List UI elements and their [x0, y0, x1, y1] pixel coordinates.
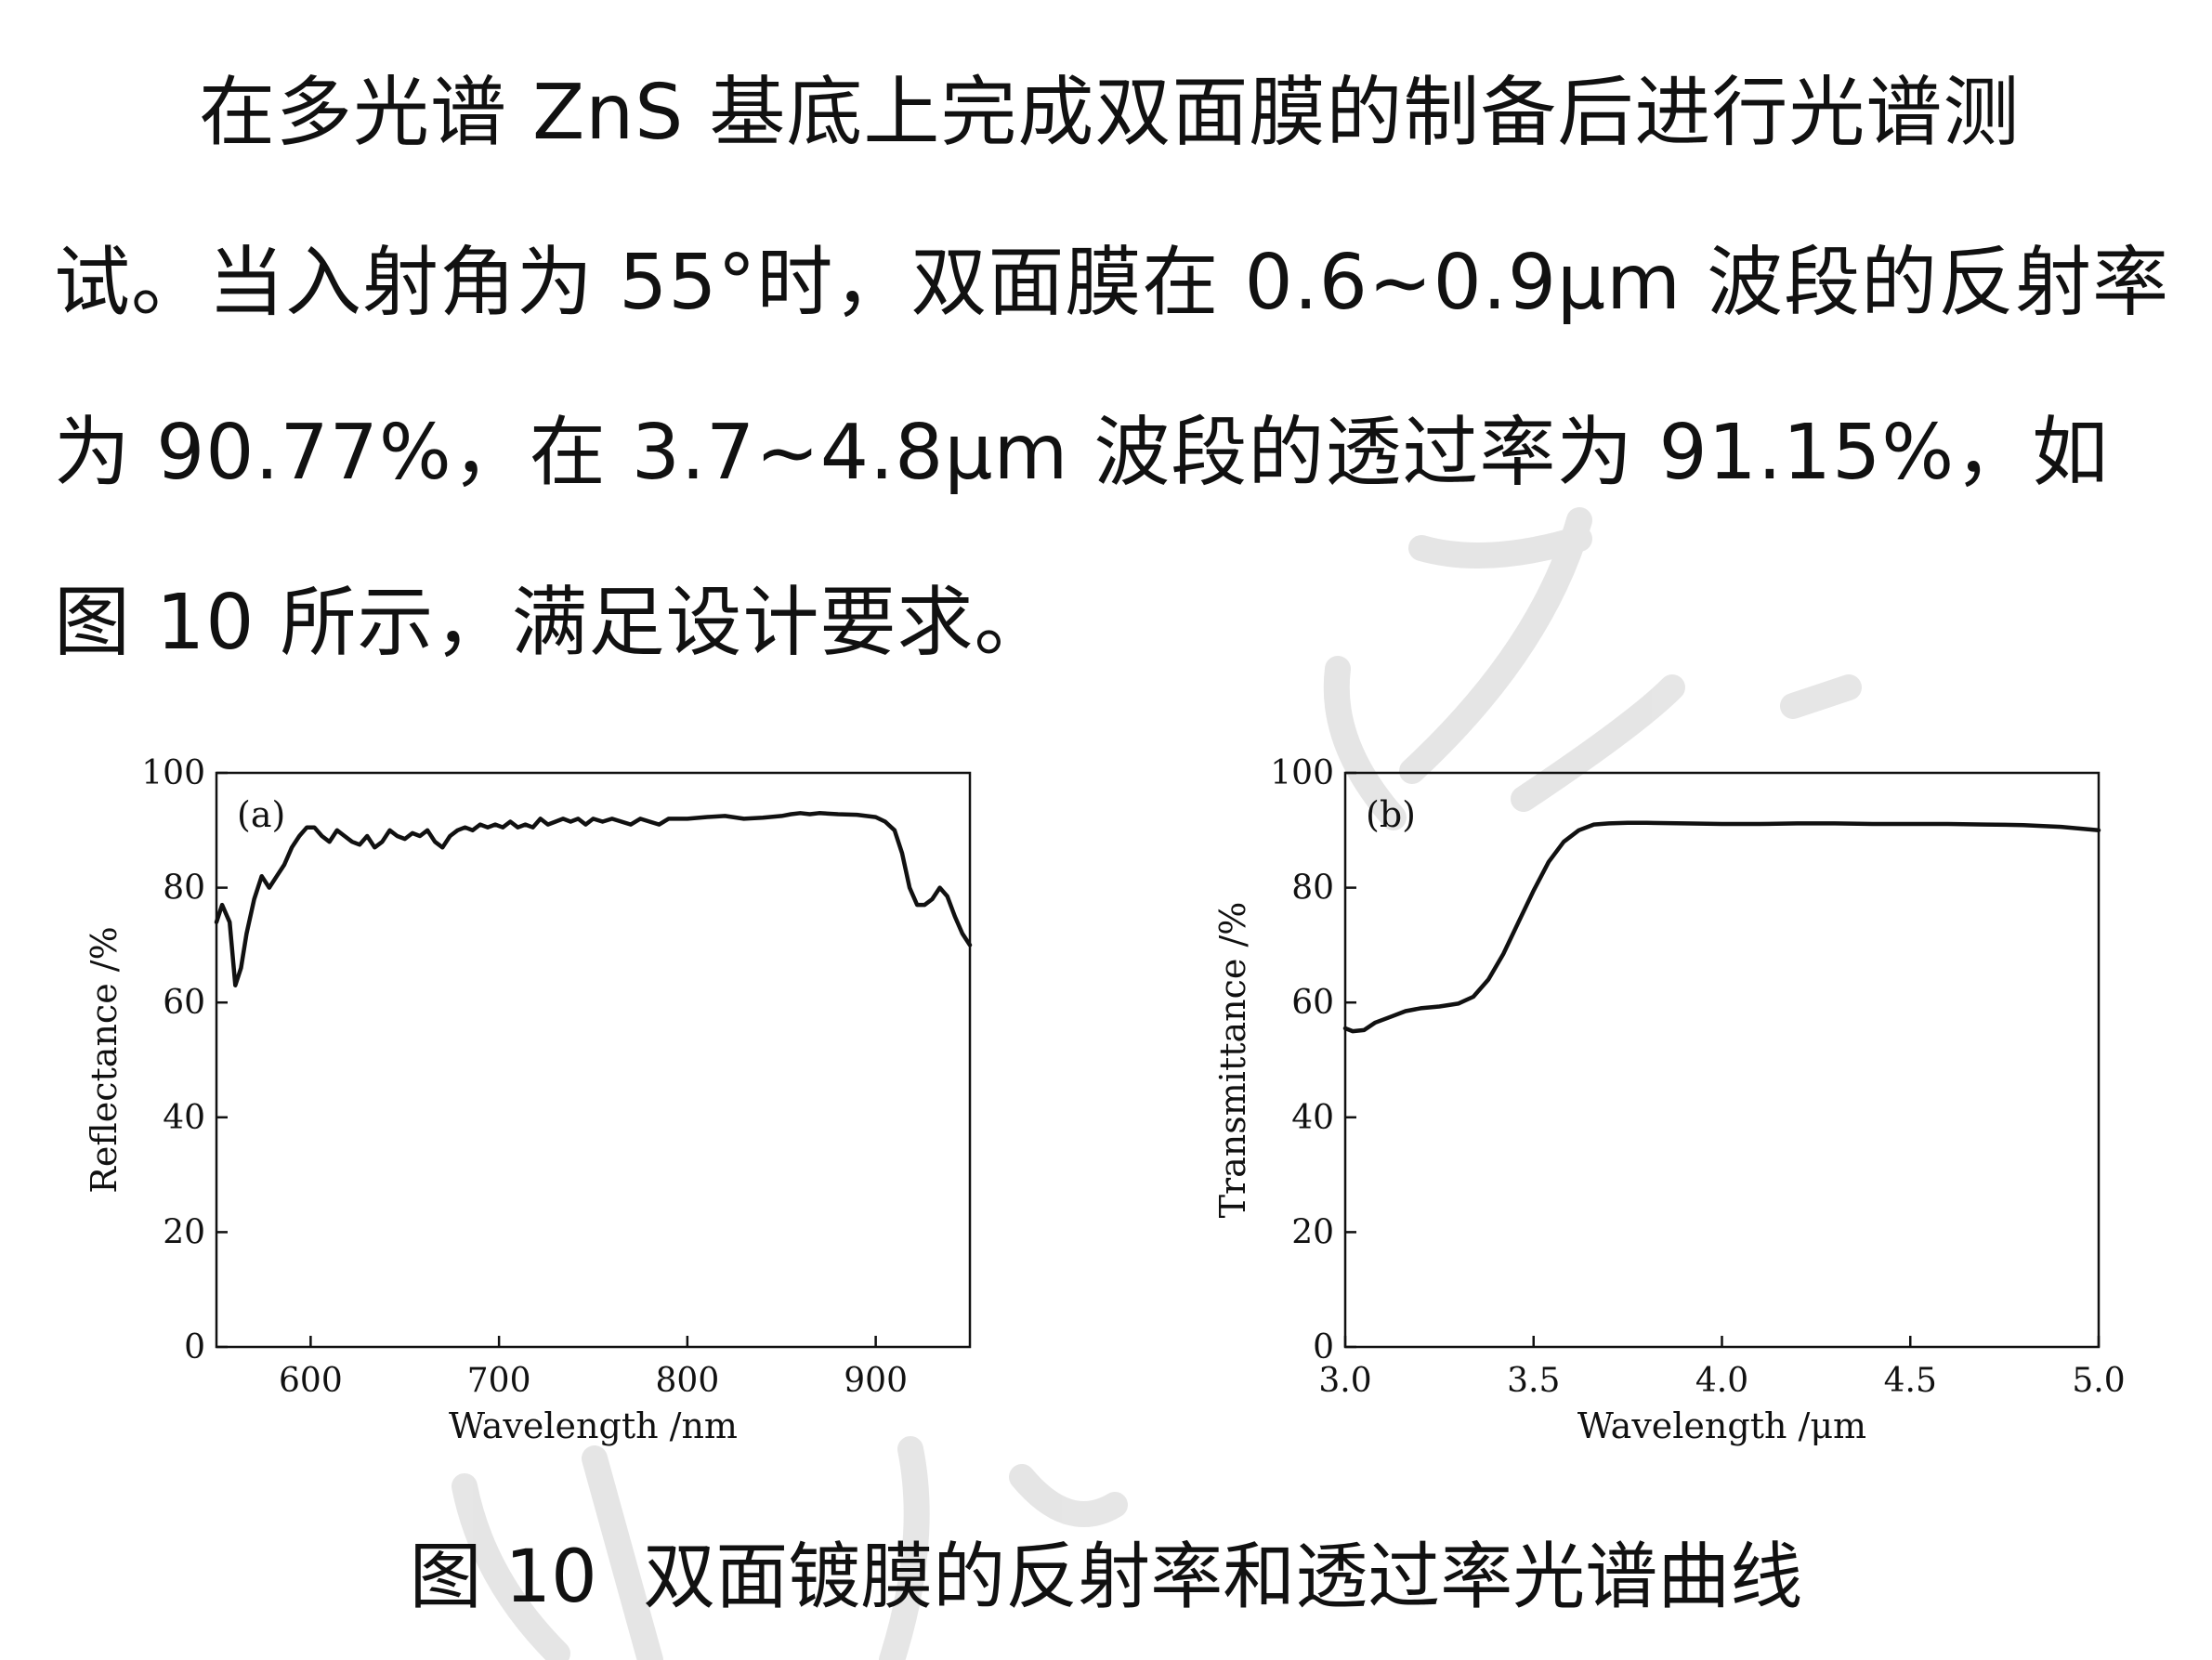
transmittance-chart: 0 20 40 60 80 100 3.0 3.5 4.0 4.5 5.0 Wavelength /μ…: [1212, 754, 2126, 1446]
x-tick-label: 700: [467, 1362, 531, 1400]
plot-frame: [1343, 771, 2101, 1349]
x-tick-label: 5.0: [2072, 1362, 2125, 1400]
x-tick-label: 3.0: [1318, 1362, 1371, 1400]
x-tick-label: 600: [279, 1362, 343, 1400]
y-tick-label: 20: [163, 1213, 205, 1251]
y-tick-label: 100: [1270, 754, 1334, 792]
paragraph-text: 在多光谱 ZnS 基底上完成双面膜的制备后进行光谱测试。当入射角为 55°时，双…: [54, 69, 2170, 667]
y-tick-label: 20: [1291, 1213, 1334, 1251]
series-line: [214, 811, 973, 987]
x-tick-label: 900: [844, 1362, 908, 1400]
plot-frame: [215, 771, 972, 1349]
y-tick-label: 0: [1313, 1328, 1334, 1366]
y-axis-label: Reflectance /%: [84, 926, 124, 1193]
figure-caption: 图 10 双面镀膜的反射率和透过率光谱曲线: [409, 1536, 1803, 1619]
panel-label: (b): [1366, 794, 1416, 835]
x-tick-label: 800: [656, 1362, 720, 1400]
figure-panels: 0 20 40 60 80 100 600 700 800 900 Wavelength /nm Re…: [0, 706, 2212, 1486]
y-axis-label: Transmittance /%: [1212, 902, 1253, 1219]
x-tick-label: 4.0: [1695, 1362, 1748, 1400]
panel-label: (a): [237, 794, 285, 835]
x-tick-label: 4.5: [1884, 1362, 1937, 1400]
x-axis-label: Wavelength /nm: [449, 1405, 738, 1446]
x-tick-label: 3.5: [1507, 1362, 1560, 1400]
y-tick-label: 0: [184, 1328, 205, 1366]
y-tick-label: 100: [141, 754, 205, 792]
series-line: [1342, 820, 2101, 1034]
body-paragraph: 在多光谱 ZnS 基底上完成双面膜的制备后进行光谱测试。当入射角为 55°时，双…: [54, 28, 2172, 708]
y-tick-label: 60: [1291, 984, 1334, 1022]
y-tick-label: 60: [163, 984, 205, 1022]
x-axis-label: Wavelength /μm: [1577, 1405, 1866, 1446]
y-tick-label: 80: [1291, 869, 1334, 908]
reflectance-chart: 0 20 40 60 80 100 600 700 800 900 Wavelength /nm Re…: [84, 754, 973, 1446]
y-tick-label: 80: [163, 869, 205, 908]
y-tick-label: 40: [163, 1099, 205, 1137]
y-tick-label: 40: [1291, 1099, 1334, 1137]
